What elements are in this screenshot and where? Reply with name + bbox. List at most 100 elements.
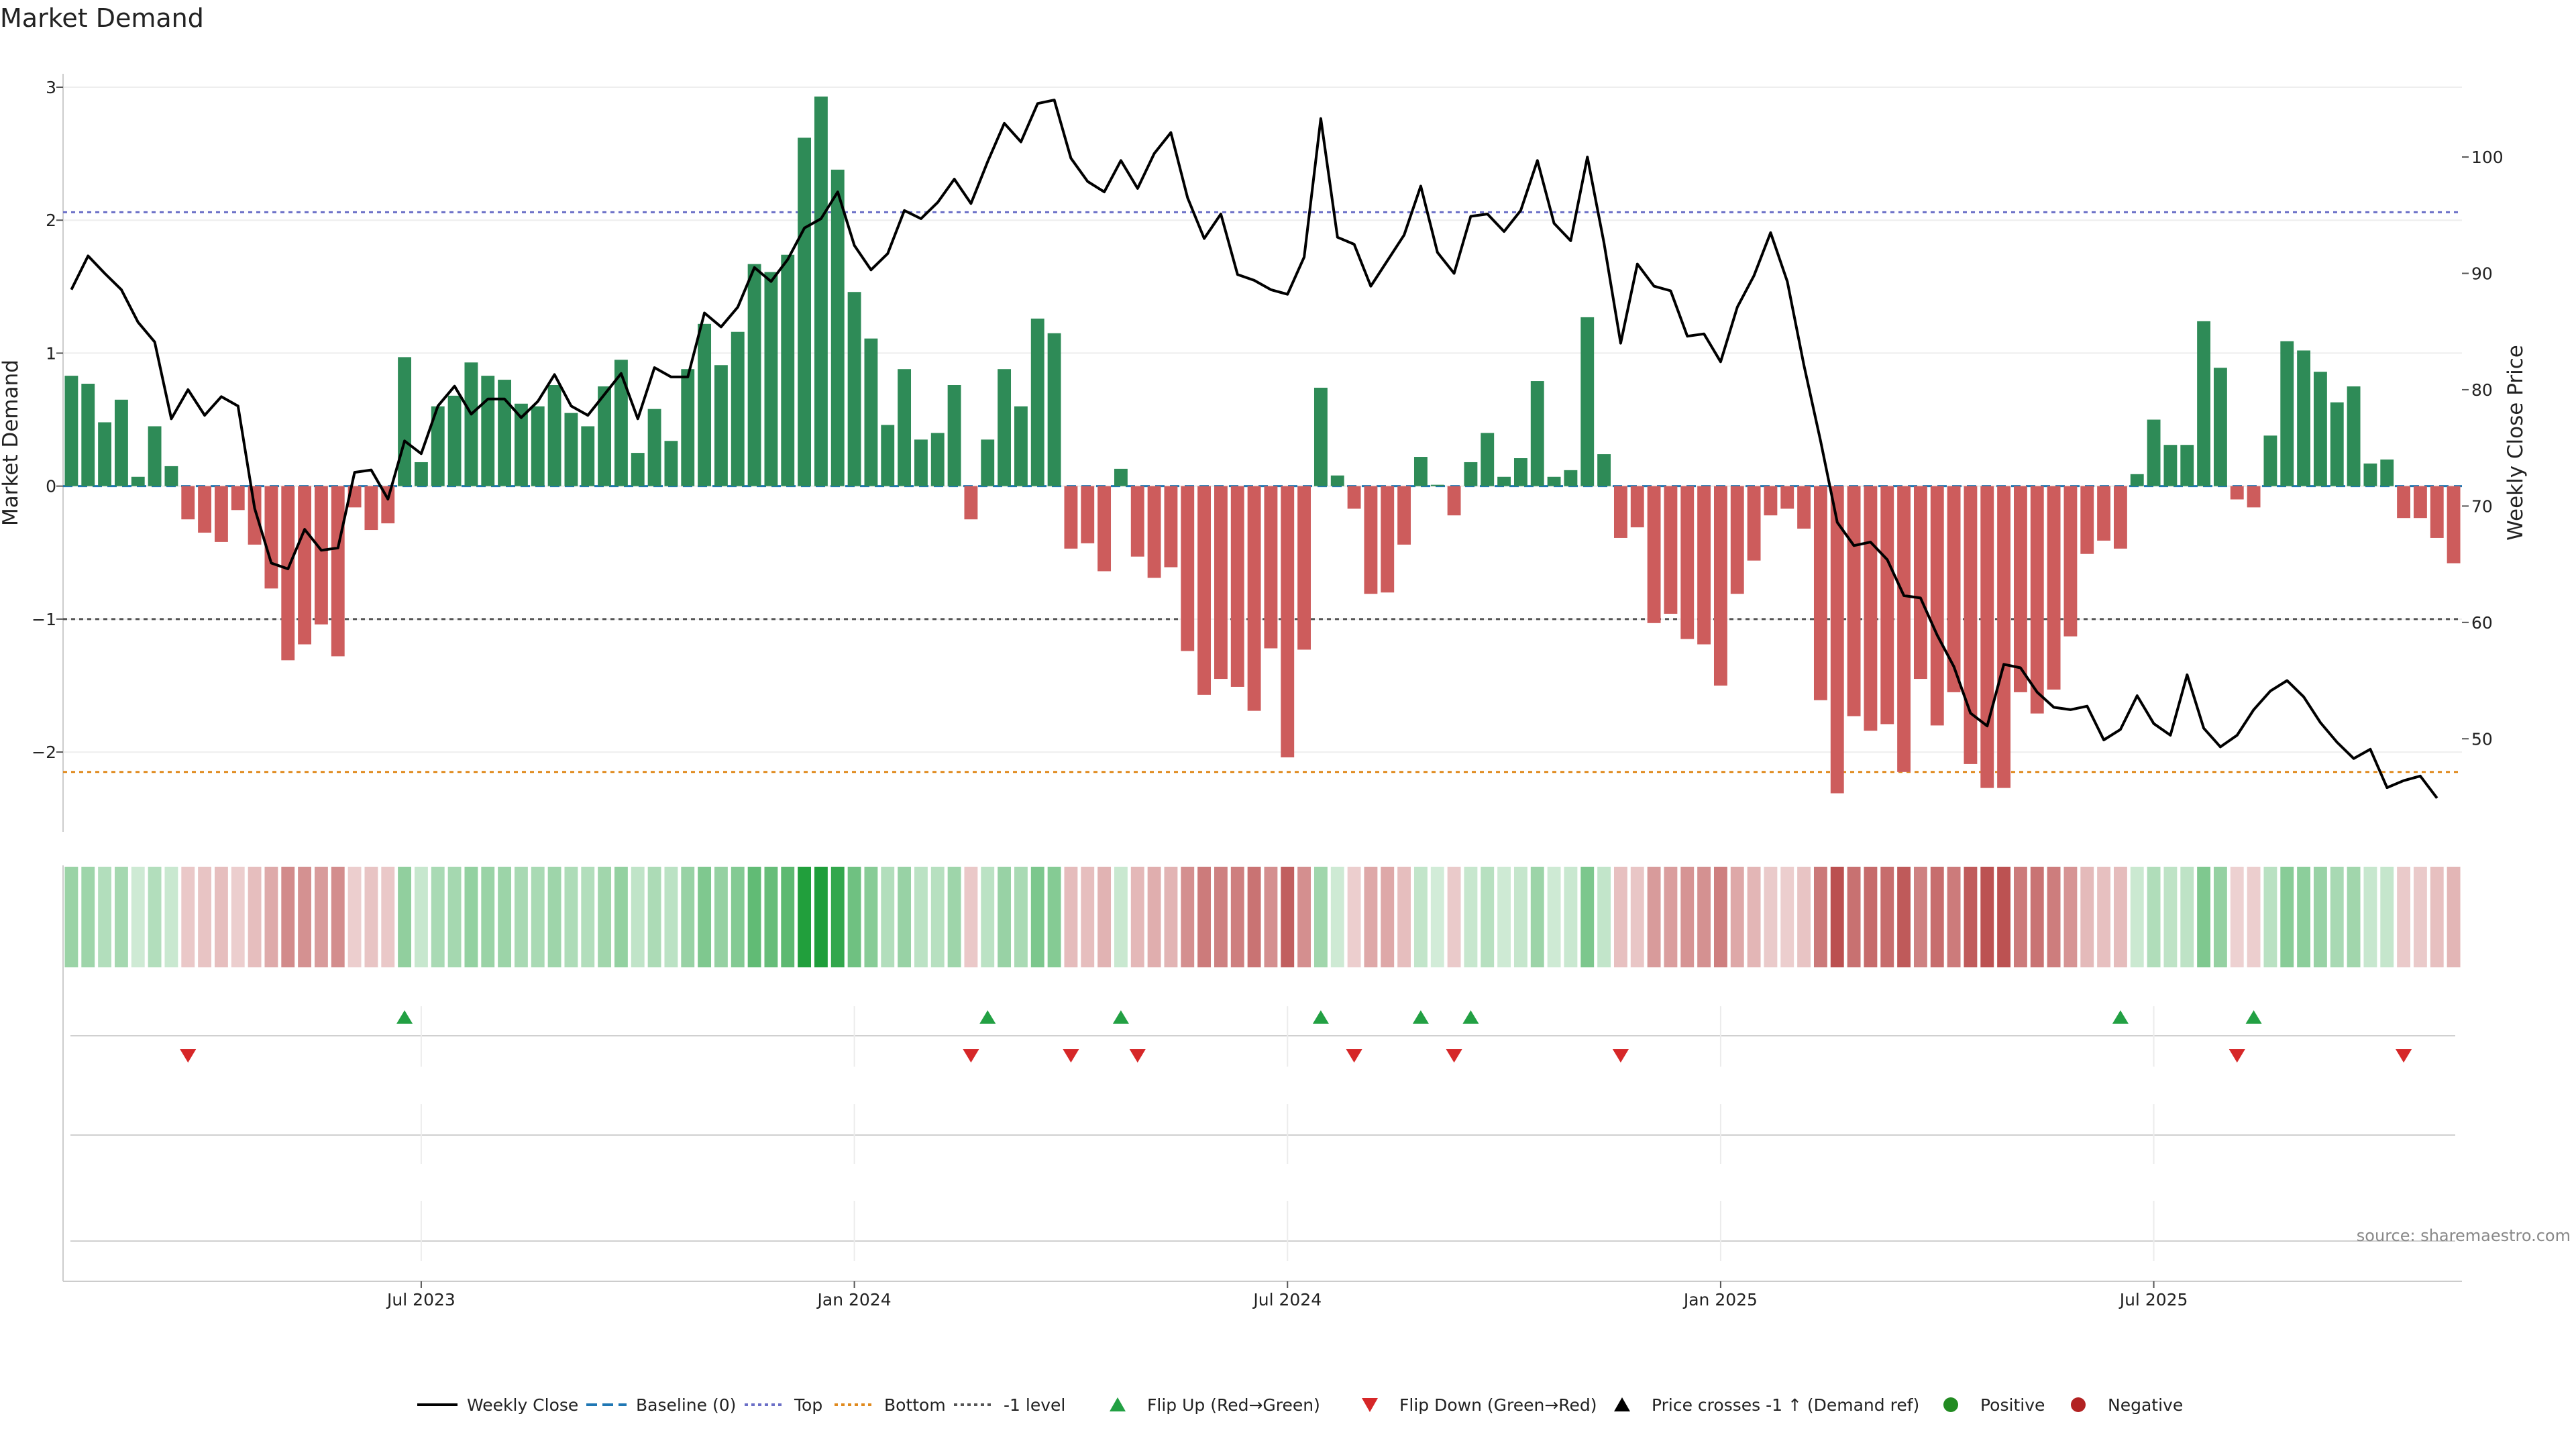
source-note: source: sharemaestro.com (2357, 1226, 2571, 1245)
demand-bar-7 (181, 486, 195, 520)
demand-bar-129 (2213, 368, 2227, 486)
heat-cell-53 (947, 867, 961, 967)
heat-cell-109 (1880, 867, 1894, 967)
heat-cell-69 (1214, 867, 1228, 967)
demand-bar-64 (1130, 486, 1144, 557)
reference-lines (63, 211, 2462, 773)
heat-cell-106 (1830, 867, 1844, 967)
legend-swatch-flip_up (1110, 1397, 1126, 1411)
flip-down-marker-3 (1129, 1049, 1146, 1063)
demand-bar-77 (1347, 486, 1361, 509)
demand-bar-1 (81, 384, 95, 486)
heat-cell-138 (2363, 867, 2377, 967)
demand-bar-86 (1497, 476, 1511, 486)
demand-bar-46 (830, 169, 845, 486)
heat-cell-67 (1181, 867, 1195, 967)
heat-cell-121 (2080, 867, 2094, 967)
heat-cell-28 (531, 867, 545, 967)
heat-cell-66 (1164, 867, 1178, 967)
xtick-label-3: Jan 2025 (1682, 1290, 1758, 1309)
y-axis-label: Market Demand (0, 360, 23, 526)
heat-cell-2 (98, 867, 112, 967)
demand-bar-45 (814, 96, 828, 486)
demand-bar-122 (2097, 486, 2111, 541)
flip-up-marker-3 (1312, 1010, 1329, 1024)
demand-bar-20 (398, 357, 412, 486)
demand-bar-65 (1147, 486, 1161, 578)
heat-cell-115 (1980, 867, 1994, 967)
heat-cell-13 (281, 867, 295, 967)
heat-cell-85 (1481, 867, 1495, 967)
heat-cell-47 (847, 867, 861, 967)
demand-bar-37 (681, 369, 695, 486)
heat-cell-80 (1397, 867, 1411, 967)
y2tick-label-2: 80 (2471, 380, 2493, 400)
heat-cell-143 (2447, 867, 2461, 967)
demand-bar-39 (714, 365, 728, 486)
demand-bar-74 (1297, 486, 1311, 650)
demand-bar-98 (1697, 486, 1711, 645)
legend-item-top: Top (745, 1395, 822, 1415)
heat-cell-112 (1930, 867, 1944, 967)
heat-cell-142 (2430, 867, 2444, 967)
demand-bar-134 (2297, 350, 2311, 486)
demand-bar-116 (1997, 486, 2011, 788)
demand-bar-80 (1397, 486, 1411, 545)
heat-cell-90 (1564, 867, 1578, 967)
demand-bar-28 (531, 406, 545, 486)
y2tick-label-0: 100 (2471, 148, 2504, 167)
heat-cell-75 (1313, 867, 1328, 967)
heat-cell-55 (981, 867, 995, 967)
heat-cell-96 (1664, 867, 1678, 967)
demand-bar-26 (498, 380, 512, 486)
demand-bar-120 (2063, 486, 2078, 637)
heat-cell-135 (2313, 867, 2327, 967)
ytick-label-0: 3 (46, 78, 56, 97)
heat-cell-87 (1513, 867, 1527, 967)
heat-cell-133 (2280, 867, 2294, 967)
demand-bar-12 (264, 486, 278, 589)
demand-bar-66 (1164, 486, 1178, 568)
legend-label-flip_up: Flip Up (Red→Green) (1147, 1395, 1320, 1415)
demand-bar-6 (164, 466, 178, 486)
demand-bar-96 (1664, 486, 1678, 614)
demand-bar-99 (1713, 486, 1727, 686)
demand-bar-105 (1813, 486, 1827, 700)
heat-cell-83 (1447, 867, 1461, 967)
legend-label-top: Top (794, 1395, 822, 1415)
legend-item-weekly_close: Weekly Close (417, 1395, 578, 1415)
flip-up-marker-6 (2112, 1010, 2129, 1024)
demand-bar-76 (1330, 475, 1344, 486)
ytick-label-1: 2 (46, 211, 56, 230)
flip-event-panel (62, 865, 2462, 1282)
price-line-group (70, 99, 2438, 799)
demand-bar-87 (1513, 458, 1527, 486)
ytick-label-4: −1 (32, 610, 56, 629)
demand-bar-27 (514, 403, 528, 486)
demand-bar-67 (1181, 486, 1195, 651)
heat-cell-34 (631, 867, 645, 967)
demand-bar-84 (1464, 462, 1478, 486)
heat-cell-92 (1597, 867, 1611, 967)
demand-bar-73 (1281, 486, 1295, 757)
demand-bar-21 (414, 462, 428, 486)
heat-cell-93 (1613, 867, 1627, 967)
demand-bar-60 (1064, 486, 1078, 549)
heat-cell-107 (1847, 867, 1861, 967)
y2-axis-ticks: 100 90 80 70 60 50 (2462, 148, 2504, 749)
legend-swatch-price_cross (1614, 1397, 1630, 1411)
heat-cell-101 (1747, 867, 1761, 967)
demand-bar-75 (1313, 387, 1328, 486)
y2-axis-label: Weekly Close Price (2504, 345, 2528, 541)
heat-cell-9 (214, 867, 228, 967)
price-line (70, 99, 2438, 799)
demand-bar-91 (1580, 317, 1595, 486)
demand-bar-118 (2030, 486, 2044, 714)
demand-bar-51 (914, 439, 928, 486)
heat-cell-45 (814, 867, 828, 967)
demand-bar-106 (1830, 486, 1844, 794)
heat-cell-33 (614, 867, 628, 967)
demand-bars (64, 96, 2461, 794)
demand-bar-139 (2380, 460, 2394, 486)
